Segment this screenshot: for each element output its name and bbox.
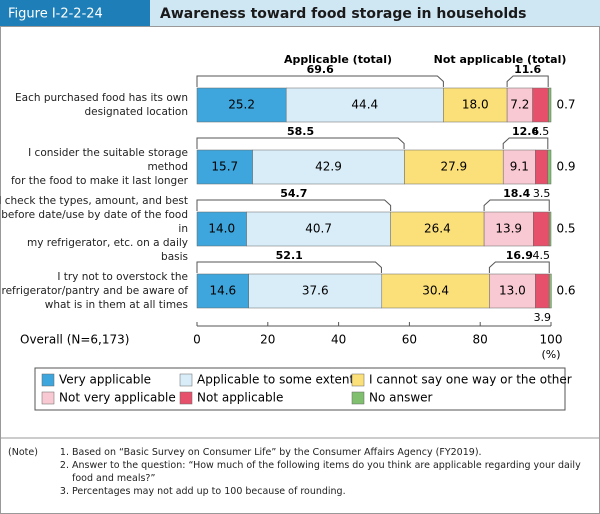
value-label: 0.6 xyxy=(556,284,575,298)
bar-segment xyxy=(196,273,249,309)
legend-label: I cannot say one way or the other xyxy=(369,373,572,387)
value-label: 44.4 xyxy=(351,98,378,112)
bar-segment xyxy=(390,211,485,247)
category-label: I try not to overstock the refrigerator/… xyxy=(1,271,188,311)
bar-segment xyxy=(381,273,490,309)
total-bracket xyxy=(196,137,405,149)
bar-segment xyxy=(489,273,536,309)
note-item: Based on “Basic Survey on Consumer Life”… xyxy=(72,446,593,459)
legend-swatch xyxy=(351,373,365,387)
notes-label: (Note) xyxy=(8,447,38,458)
bar-segment xyxy=(532,87,549,123)
figure-label: Figure I-2-2-24 xyxy=(8,7,103,22)
total-bracket xyxy=(502,137,549,149)
bar-segment xyxy=(506,87,533,123)
bar-segment xyxy=(548,87,552,123)
total-bracket xyxy=(196,261,382,273)
bar-segment xyxy=(533,211,550,247)
value-label: 13.0 xyxy=(499,284,526,298)
total-bracket xyxy=(196,75,444,87)
applicable-total-header: Applicable (total) xyxy=(284,53,392,66)
category-label: I consider the suitable storage method f… xyxy=(10,147,188,187)
value-label: 14.0 xyxy=(208,222,235,236)
value-label: 7.2 xyxy=(510,98,529,112)
not-applicable-total-header: Not applicable (total) xyxy=(434,53,567,66)
total-label: 11.6 xyxy=(514,63,541,76)
bar-segment xyxy=(248,273,383,309)
value-label: 0.9 xyxy=(556,160,575,174)
value-label: 14.6 xyxy=(209,284,236,298)
value-label: 37.6 xyxy=(302,284,329,298)
x-tick-label: 0 xyxy=(193,333,201,347)
legend-label: Not very applicable xyxy=(59,391,176,405)
legend-swatch xyxy=(41,391,55,405)
value-label: 13.9 xyxy=(495,222,522,236)
bar-segment xyxy=(502,149,536,185)
legend-swatch xyxy=(179,391,193,405)
total-bracket xyxy=(196,199,392,211)
bar-segment xyxy=(535,149,549,185)
x-tick-label: 60 xyxy=(402,333,417,347)
value-label: 15.7 xyxy=(211,160,238,174)
note-list: Based on “Basic Survey on Consumer Life”… xyxy=(8,446,593,498)
value-label: 9.1 xyxy=(510,160,529,174)
total-label: 54.7 xyxy=(280,187,307,200)
category-label: Each purchased food has its own designat… xyxy=(15,92,188,118)
value-label: 3.9 xyxy=(534,311,552,324)
total-bracket xyxy=(506,75,549,87)
value-label: 42.9 xyxy=(315,160,342,174)
note-item: Percentages may not add up to 100 becaus… xyxy=(72,485,593,498)
bar-segment xyxy=(548,211,552,247)
value-label: 40.7 xyxy=(305,222,332,236)
bar-segment xyxy=(547,149,552,185)
legend-swatch xyxy=(351,391,365,405)
figure-label-box xyxy=(0,0,150,26)
total-bracket xyxy=(483,199,550,211)
value-label: 0.5 xyxy=(556,222,575,236)
value-label: 18.0 xyxy=(462,98,489,112)
value-label: 0.7 xyxy=(556,98,575,112)
x-tick-label: 80 xyxy=(473,333,488,347)
legend-label: Applicable to some extent xyxy=(197,373,355,387)
value-label: 4.5 xyxy=(533,249,551,262)
x-tick-label: 100 xyxy=(540,333,563,347)
legend-label: Very applicable xyxy=(59,373,151,387)
value-label: 26.4 xyxy=(424,222,451,236)
bar-segment xyxy=(252,149,405,185)
legend-label: Not applicable xyxy=(197,391,283,405)
bar-segment xyxy=(404,149,504,185)
notes: (Note) Based on “Basic Survey on Consume… xyxy=(8,446,593,498)
total-label: 69.6 xyxy=(307,63,334,76)
category-label: I check the types, amount, and best befo… xyxy=(0,195,188,263)
legend-label: No answer xyxy=(369,391,433,405)
total-label: 16.9 xyxy=(506,249,533,262)
bar-segment xyxy=(535,273,550,309)
total-label: 12.6 xyxy=(512,125,539,138)
total-label: 52.1 xyxy=(276,249,303,262)
legend-swatch xyxy=(41,373,55,387)
value-label: 3.5 xyxy=(533,187,551,200)
bar-segment xyxy=(196,149,253,185)
value-label: 4.5 xyxy=(532,125,550,138)
chart-title: Awareness toward food storage in househo… xyxy=(160,6,526,22)
bar-segment xyxy=(443,87,508,123)
bar-segment xyxy=(548,273,552,309)
value-label: 30.4 xyxy=(422,284,449,298)
x-tick-label: 40 xyxy=(331,333,346,347)
total-label: 58.5 xyxy=(287,125,314,138)
value-label: 27.9 xyxy=(440,160,467,174)
legend-box xyxy=(34,367,566,411)
axis-caption: Overall (N=6,173) xyxy=(20,333,129,347)
note-item: Answer to the question: “How much of the… xyxy=(72,459,593,485)
x-unit: (%) xyxy=(541,348,560,361)
x-tick-label: 20 xyxy=(260,333,275,347)
total-bracket xyxy=(488,261,550,273)
legend-swatch xyxy=(179,373,193,387)
total-label: 18.4 xyxy=(503,187,530,200)
value-label: 25.2 xyxy=(228,98,255,112)
